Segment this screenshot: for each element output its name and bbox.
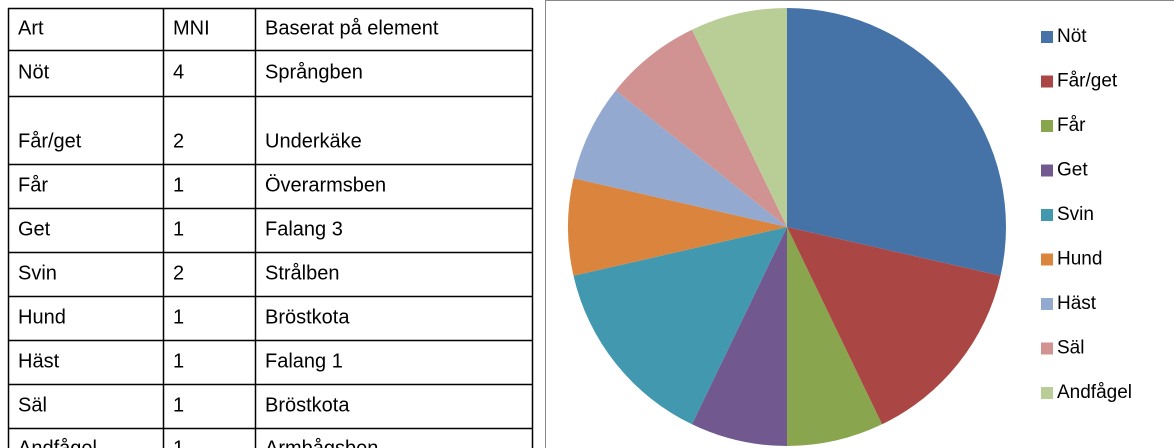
table-cell: Armbågsben: [265, 437, 378, 448]
legend-label: Hund: [1057, 249, 1102, 270]
table-cell: Falang 1: [265, 350, 343, 372]
table-cell: Överarmsben: [265, 174, 386, 196]
legend-swatch: [1041, 209, 1053, 221]
table-cell: Häst: [18, 350, 60, 372]
table-cell: Baserat på element: [265, 17, 439, 39]
legend-label: Nöt: [1057, 26, 1087, 47]
legend-swatch: [1041, 164, 1053, 177]
legend-label: Get: [1057, 160, 1088, 181]
legend-label: Andfågel: [1057, 382, 1132, 403]
table-cell: Språngben: [265, 61, 363, 83]
legend-swatch: [1041, 342, 1053, 355]
legend-label: Får/get: [1057, 71, 1118, 92]
table-cell: MNI: [173, 17, 210, 39]
legend-swatch: [1041, 75, 1053, 88]
pie-slice: [615, 29, 787, 227]
legend-label: Får: [1057, 115, 1086, 136]
table-cell: 1: [173, 437, 184, 448]
pie-slice: [787, 227, 1001, 425]
table-cell: Svin: [18, 262, 57, 284]
legend-label: Säl: [1057, 338, 1084, 359]
legend-swatch: [1041, 31, 1053, 43]
table-cell: Får: [18, 174, 48, 196]
table-cell: 2: [173, 130, 184, 152]
legend-swatch: [1041, 387, 1053, 399]
pie-slice: [787, 8, 1006, 276]
pie-slice: [691, 227, 787, 446]
table-cell: 1: [173, 218, 184, 240]
table-cell: Falang 3: [265, 218, 343, 240]
table-cell: Får/get: [18, 130, 82, 152]
table-cell: 1: [173, 350, 184, 372]
legend-swatch: [1041, 253, 1053, 266]
table-cell: Strålben: [265, 262, 340, 284]
table-cell: Hund: [18, 306, 66, 328]
table-cell: Nöt: [18, 61, 50, 83]
pie-slice: [691, 8, 787, 227]
legend-swatch: [1041, 120, 1053, 132]
table-cell: Bröstkota: [265, 394, 350, 416]
table-cell: Get: [18, 218, 51, 240]
table-cell: Säl: [18, 394, 47, 416]
legend-label: Häst: [1057, 293, 1097, 314]
legend-swatch: [1041, 298, 1053, 310]
table-cell: 1: [173, 394, 184, 416]
table-cell: Andfågel: [18, 437, 97, 448]
table-cell: 1: [173, 174, 184, 196]
table-cell: 4: [173, 61, 184, 83]
table-cell: Underkäke: [265, 130, 362, 152]
pie-slice: [573, 90, 787, 227]
table-cell: 1: [173, 306, 184, 328]
table-cell: Art: [18, 17, 44, 39]
legend-label: Svin: [1057, 204, 1094, 225]
table-cell: Bröstkota: [265, 306, 350, 328]
table-cell: 2: [173, 262, 184, 284]
pie-slice: [573, 227, 787, 425]
pie-slice: [787, 227, 883, 446]
pie-slice: [568, 178, 787, 276]
